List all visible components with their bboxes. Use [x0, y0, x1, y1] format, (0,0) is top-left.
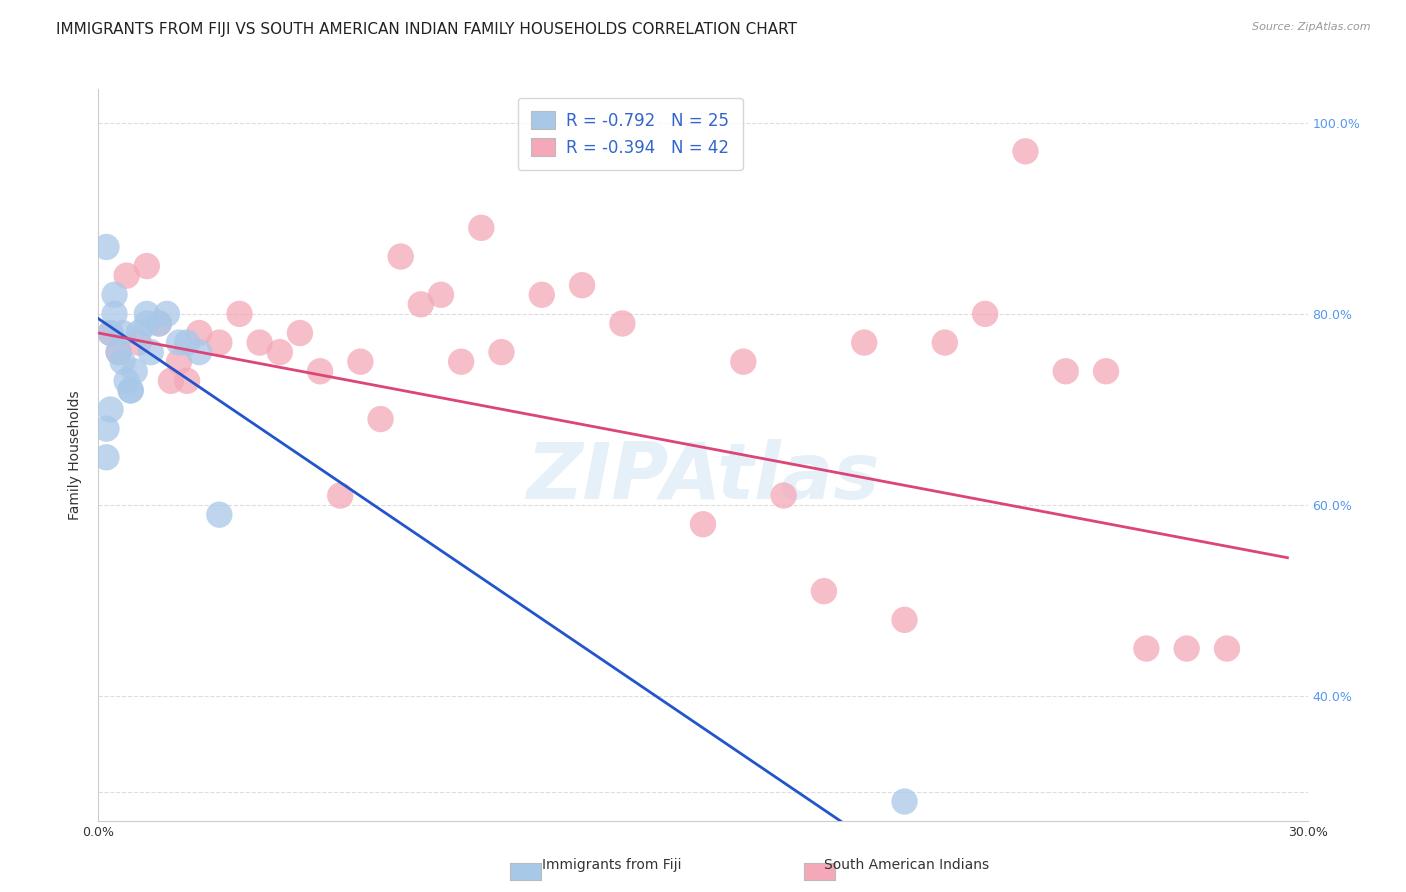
Point — [148, 317, 170, 331]
Point — [349, 354, 371, 368]
Point — [120, 384, 142, 398]
Point — [1135, 641, 1157, 656]
Point — [100, 402, 122, 417]
Point — [1216, 641, 1239, 656]
Point — [160, 374, 183, 388]
Point — [139, 345, 162, 359]
Point — [100, 326, 122, 340]
Point — [733, 354, 755, 368]
Point — [288, 326, 311, 340]
Point — [135, 317, 157, 331]
Point — [1175, 641, 1198, 656]
Point — [107, 345, 129, 359]
Point — [329, 489, 352, 503]
Point — [1014, 145, 1036, 159]
Point — [853, 335, 876, 350]
Point — [813, 584, 835, 599]
Point — [128, 326, 150, 340]
Point — [430, 287, 453, 301]
Point — [974, 307, 997, 321]
Point — [530, 287, 553, 301]
Point — [249, 335, 271, 350]
Point — [571, 278, 593, 293]
Point — [107, 345, 129, 359]
Point — [772, 489, 794, 503]
Point — [692, 517, 714, 532]
Point — [491, 345, 513, 359]
Point — [470, 220, 492, 235]
Point — [100, 326, 122, 340]
Text: IMMIGRANTS FROM FIJI VS SOUTH AMERICAN INDIAN FAMILY HOUSEHOLDS CORRELATION CHAR: IMMIGRANTS FROM FIJI VS SOUTH AMERICAN I… — [56, 22, 797, 37]
Point — [176, 335, 198, 350]
Point — [450, 354, 472, 368]
Point — [269, 345, 291, 359]
Point — [893, 613, 915, 627]
Text: South American Indians: South American Indians — [824, 858, 990, 872]
Point — [309, 364, 332, 378]
Point — [188, 326, 211, 340]
Point — [409, 297, 432, 311]
Point — [167, 354, 190, 368]
Text: Immigrants from Fiji: Immigrants from Fiji — [541, 858, 682, 872]
Point — [111, 326, 134, 340]
Legend: R = -0.792   N = 25, R = -0.394   N = 42: R = -0.792 N = 25, R = -0.394 N = 42 — [519, 97, 742, 169]
Point — [1054, 364, 1077, 378]
Point — [228, 307, 250, 321]
Point — [103, 307, 125, 321]
Text: ZIPAtlas: ZIPAtlas — [526, 439, 880, 515]
Point — [96, 422, 118, 436]
Point — [934, 335, 956, 350]
Point — [176, 374, 198, 388]
Point — [148, 317, 170, 331]
Point — [96, 450, 118, 465]
Point — [1095, 364, 1118, 378]
Point — [111, 354, 134, 368]
Point — [135, 307, 157, 321]
Point — [103, 287, 125, 301]
Point — [128, 335, 150, 350]
Point — [188, 345, 211, 359]
Point — [124, 364, 146, 378]
Point — [156, 307, 179, 321]
Point — [120, 384, 142, 398]
Point — [167, 335, 190, 350]
Point — [96, 240, 118, 254]
Point — [389, 250, 412, 264]
Point — [135, 259, 157, 273]
Point — [208, 335, 231, 350]
Point — [208, 508, 231, 522]
Point — [115, 374, 138, 388]
Point — [893, 795, 915, 809]
Y-axis label: Family Households: Family Households — [69, 390, 83, 520]
Point — [370, 412, 392, 426]
Point — [612, 317, 634, 331]
Point — [115, 268, 138, 283]
Text: Source: ZipAtlas.com: Source: ZipAtlas.com — [1253, 22, 1371, 32]
